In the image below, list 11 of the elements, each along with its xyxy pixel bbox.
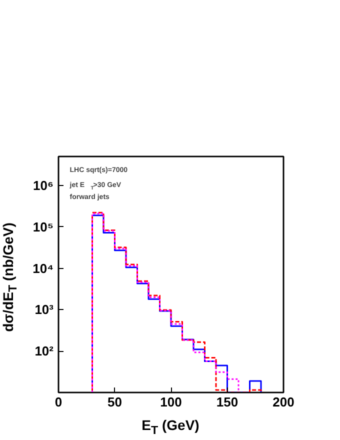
x-axis-title: E$_{T}$ (GeV): [140, 416, 200, 439]
y-tick-label: 10⁵: [32, 219, 54, 234]
x-tick-label: 200: [272, 394, 294, 410]
x-tick-label: 100: [160, 394, 182, 410]
y-tick-label: 10⁴: [32, 260, 54, 276]
y-tick-label: 10²: [34, 344, 54, 359]
x-tick-label: 50: [108, 394, 122, 410]
y-tick-label: 10³: [34, 302, 54, 318]
x-tick-label: 0: [54, 394, 62, 410]
y-tick-label: 10⁶: [33, 178, 54, 193]
x-tick-label: 150: [216, 394, 238, 410]
